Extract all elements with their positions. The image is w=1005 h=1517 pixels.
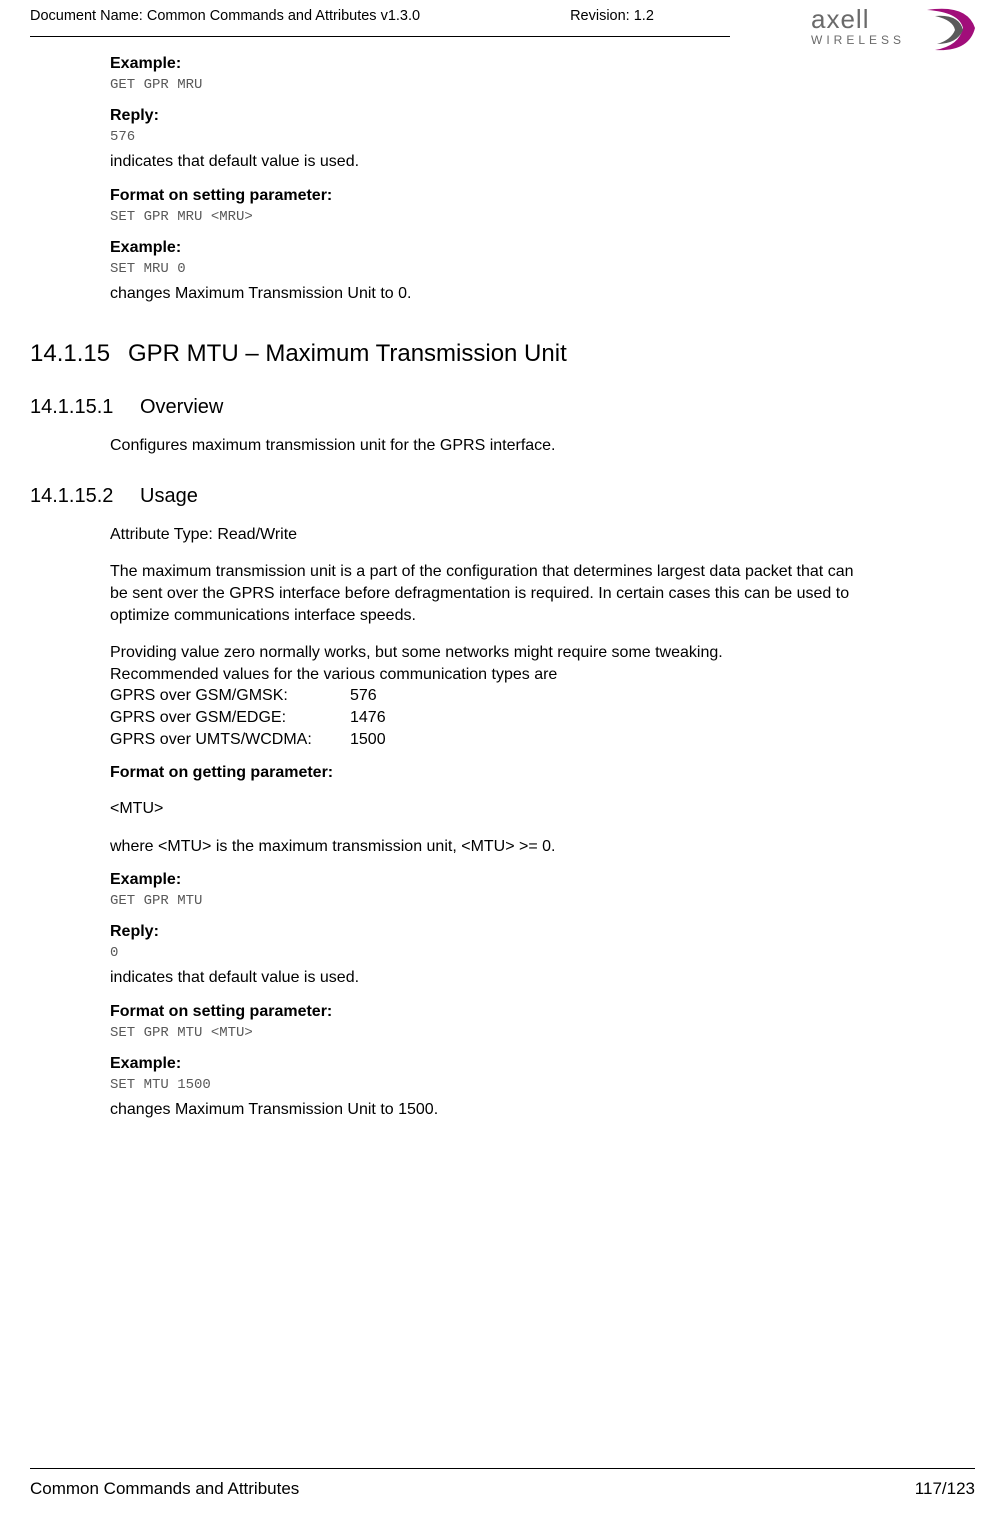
table-row: GPRS over UMTS/WCDMA: 1500	[110, 729, 855, 751]
reply-description: indicates that default value is used.	[110, 151, 855, 173]
rec-label: GPRS over GSM/GMSK:	[110, 685, 350, 707]
subsection-title: Usage	[140, 485, 198, 508]
reply-value: 0	[110, 945, 855, 961]
page-footer: Common Commands and Attributes 117/123	[30, 1468, 975, 1499]
set-example-description: changes Maximum Transmission Unit to 0.	[110, 283, 855, 305]
set-format-command: SET GPR MTU <MTU>	[110, 1025, 855, 1041]
table-row: GPRS over GSM/GMSK: 576	[110, 685, 855, 707]
table-row: GPRS over GSM/EDGE: 1476	[110, 707, 855, 729]
recommendations-table: GPRS over GSM/GMSK: 576 GPRS over GSM/ED…	[110, 685, 855, 750]
brand-logo: axell WIRELESS	[807, 2, 987, 61]
footer-title: Common Commands and Attributes	[30, 1479, 299, 1499]
section-title: GPR MTU – Maximum Transmission Unit	[128, 340, 567, 368]
example-command: GET GPR MRU	[110, 77, 855, 93]
revision-label: Revision: 1.2	[570, 8, 654, 24]
example-label: Example:	[110, 871, 855, 889]
rec-value: 1476	[350, 707, 386, 729]
usage-para-2-line2: Recommended values for the various commu…	[110, 664, 855, 686]
usage-para-2: Providing value zero normally works, but…	[110, 642, 855, 750]
overview-body: Configures maximum transmission unit for…	[110, 435, 855, 457]
reply-description: indicates that default value is used.	[110, 967, 855, 989]
example-label: Example:	[110, 55, 855, 73]
usage-body: Attribute Type: Read/Write The maximum t…	[110, 524, 855, 1121]
get-format-value: <MTU>	[110, 798, 855, 820]
usage-para-2-line1: Providing value zero normally works, but…	[110, 642, 855, 664]
set-example-label: Example:	[110, 239, 855, 257]
set-format-label: Format on setting parameter:	[110, 187, 855, 205]
reply-value: 576	[110, 129, 855, 145]
document-name: Document Name: Common Commands and Attri…	[30, 8, 420, 24]
axell-logo-icon: axell WIRELESS	[807, 2, 987, 56]
set-format-label: Format on setting parameter:	[110, 1003, 855, 1021]
subsection-number: 14.1.15.1	[30, 396, 140, 419]
section-heading: 14.1.15 GPR MTU – Maximum Transmission U…	[30, 340, 975, 368]
svg-text:WIRELESS: WIRELESS	[811, 33, 905, 47]
rec-label: GPRS over UMTS/WCDMA:	[110, 729, 350, 751]
subsection-overview-heading: 14.1.15.1 Overview	[30, 396, 975, 419]
set-example-description: changes Maximum Transmission Unit to 150…	[110, 1099, 855, 1121]
section-number: 14.1.15	[30, 340, 128, 368]
rec-value: 576	[350, 685, 377, 707]
overview-text: Configures maximum transmission unit for…	[110, 435, 855, 457]
footer-page-number: 117/123	[915, 1479, 975, 1499]
svg-text:axell: axell	[811, 4, 869, 34]
subsection-title: Overview	[140, 396, 223, 419]
intro-block: Example: GET GPR MRU Reply: 576 indicate…	[110, 55, 855, 304]
page-header: Document Name: Common Commands and Attri…	[0, 0, 1005, 24]
subsection-usage-heading: 14.1.15.2 Usage	[30, 485, 975, 508]
get-format-description: where <MTU> is the maximum transmission …	[110, 836, 855, 858]
subsection-number: 14.1.15.2	[30, 485, 140, 508]
get-format-label: Format on getting parameter:	[110, 764, 855, 782]
set-example-command: SET MRU 0	[110, 261, 855, 277]
attr-type: Attribute Type: Read/Write	[110, 524, 855, 546]
set-example-command: SET MTU 1500	[110, 1077, 855, 1093]
rec-value: 1500	[350, 729, 386, 751]
page-content: Example: GET GPR MRU Reply: 576 indicate…	[0, 55, 1005, 1121]
usage-para-1: The maximum transmission unit is a part …	[110, 561, 855, 626]
rec-label: GPRS over GSM/EDGE:	[110, 707, 350, 729]
example-command: GET GPR MTU	[110, 893, 855, 909]
reply-label: Reply:	[110, 107, 855, 125]
set-example-label: Example:	[110, 1055, 855, 1073]
reply-label: Reply:	[110, 923, 855, 941]
set-format-command: SET GPR MRU <MRU>	[110, 209, 855, 225]
header-divider	[30, 36, 730, 37]
